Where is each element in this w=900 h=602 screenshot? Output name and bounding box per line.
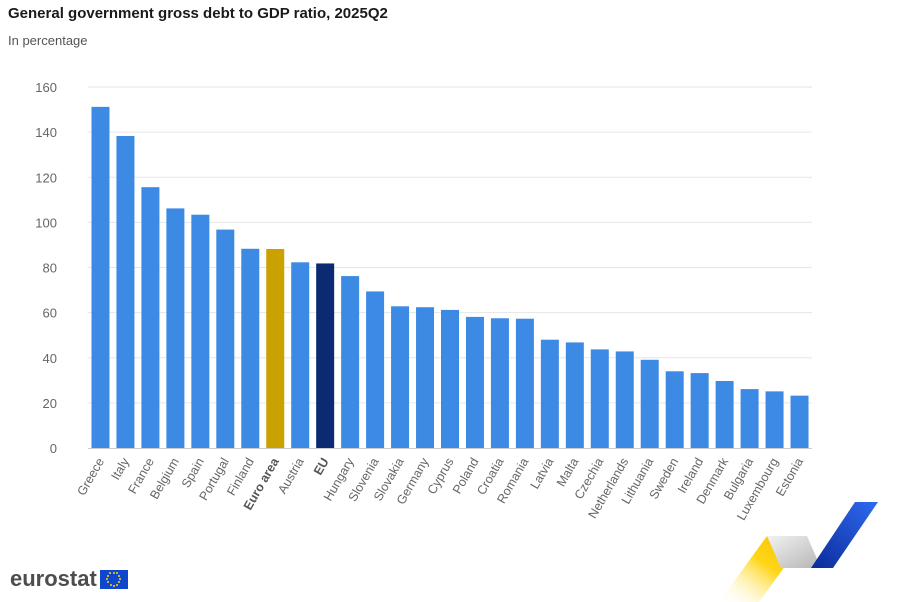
- logo-text: eurostat: [10, 566, 97, 591]
- bar-latvia[interactable]: [540, 339, 559, 448]
- x-axis-tick-labels: Greece ItalyFranceBelgiumSpainPortugalFin…: [74, 455, 806, 523]
- bar-spain[interactable]: [191, 214, 210, 448]
- bar-eu[interactable]: [316, 263, 335, 448]
- flag-star-icon: [116, 572, 119, 575]
- y-tick-label: 60: [43, 306, 57, 321]
- decorative-ribbon-icon: [719, 502, 878, 602]
- bar-poland[interactable]: [465, 316, 484, 448]
- x-tick-label-greece: Greece: [74, 455, 107, 498]
- flag-star-icon: [118, 581, 121, 584]
- x-tick-label-eu: EU: [311, 456, 332, 478]
- bar-hungary[interactable]: [341, 276, 360, 448]
- y-tick-label: 80: [43, 261, 57, 276]
- y-tick-label: 160: [35, 80, 57, 95]
- bar-euro-area[interactable]: [266, 249, 285, 448]
- bar-czechia[interactable]: [590, 349, 609, 448]
- flag-star-icon: [106, 578, 109, 580]
- bar-germany[interactable]: [416, 307, 435, 448]
- bars: [91, 106, 809, 449]
- flag-star-icon: [109, 583, 112, 586]
- y-tick-label: 100: [35, 215, 57, 230]
- bar-denmark[interactable]: [715, 380, 734, 448]
- y-tick-label: 140: [35, 125, 57, 140]
- x-tick-label-latvia: Latvia: [528, 455, 557, 491]
- bar-portugal[interactable]: [216, 229, 235, 448]
- bar-luxembourg[interactable]: [765, 391, 784, 448]
- chart-title: General government gross debt to GDP rat…: [8, 5, 388, 22]
- bar-greece[interactable]: [91, 106, 110, 449]
- bar-slovenia[interactable]: [366, 291, 385, 448]
- bar-belgium[interactable]: [166, 208, 185, 448]
- flag-star-icon: [107, 574, 110, 577]
- bar-estonia[interactable]: [790, 395, 809, 448]
- flag-star-icon: [107, 581, 110, 584]
- bar-france[interactable]: [141, 187, 160, 448]
- flag-star-icon: [119, 578, 122, 580]
- flag-star-icon: [112, 584, 115, 587]
- y-tick-label: 40: [43, 351, 57, 366]
- bar-slovakia[interactable]: [391, 306, 410, 448]
- bar-netherlands[interactable]: [615, 351, 634, 448]
- eu-flag-icon: [99, 569, 128, 589]
- bar-italy[interactable]: [116, 135, 135, 448]
- flag-star-icon: [109, 572, 112, 575]
- bar-finland[interactable]: [241, 248, 260, 448]
- bar-malta[interactable]: [565, 342, 584, 448]
- bar-bulgaria[interactable]: [740, 389, 759, 448]
- y-axis-tick-labels: 0 20 40 60 80 100 120 140 160: [35, 80, 57, 456]
- chart-subtitle: In percentage: [8, 33, 88, 48]
- y-tick-label: 120: [35, 170, 57, 185]
- flag-star-icon: [116, 583, 119, 586]
- flag-star-icon: [112, 571, 115, 574]
- bar-lithuania[interactable]: [640, 359, 659, 448]
- bar-sweden[interactable]: [665, 371, 684, 448]
- y-tick-label: 0: [50, 441, 57, 456]
- y-tick-label: 20: [43, 396, 57, 411]
- bar-ireland[interactable]: [690, 373, 709, 448]
- eurostat-logo: eurostat: [10, 566, 128, 592]
- bar-austria[interactable]: [291, 262, 310, 448]
- bar-romania[interactable]: [515, 318, 534, 448]
- bar-croatia[interactable]: [490, 318, 509, 448]
- flag-star-icon: [118, 574, 121, 577]
- bar-cyprus[interactable]: [441, 309, 459, 448]
- x-tick-label-italy: Italy: [108, 455, 132, 483]
